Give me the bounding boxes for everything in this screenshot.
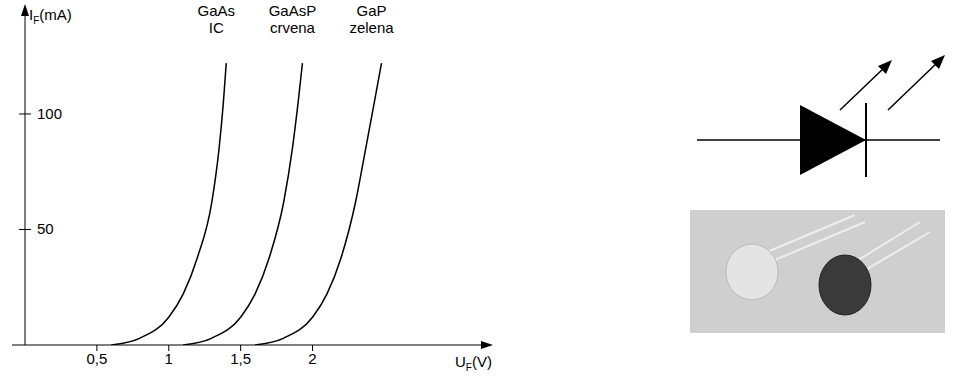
svg-text:1: 1	[165, 350, 173, 367]
svg-text:50: 50	[37, 220, 54, 237]
svg-text:0,5: 0,5	[86, 350, 107, 367]
svg-text:GaPzelena: GaPzelena	[349, 2, 394, 36]
svg-text:100: 100	[37, 105, 62, 122]
svg-text:1,5: 1,5	[230, 350, 251, 367]
svg-text:GaAsIC: GaAsIC	[197, 2, 235, 36]
svg-text:UF(V): UF(V)	[455, 353, 492, 373]
svg-text:2: 2	[308, 350, 316, 367]
svg-text:GaAsPcrvena: GaAsPcrvena	[269, 2, 317, 36]
svg-text:IF(mA): IF(mA)	[29, 6, 72, 26]
